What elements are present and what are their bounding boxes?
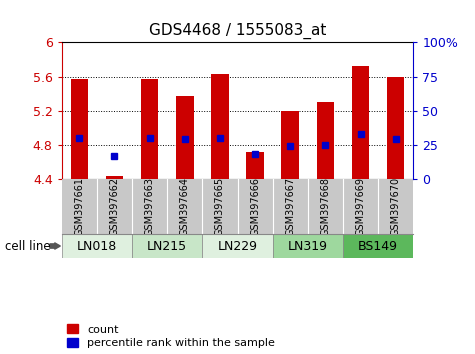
Text: GSM397666: GSM397666	[250, 177, 260, 236]
Text: cell line: cell line	[5, 240, 50, 252]
Bar	[352, 66, 369, 179]
Bar	[132, 234, 202, 258]
Bar	[176, 96, 194, 179]
Bar	[71, 79, 88, 179]
Bar	[247, 152, 264, 179]
Text: BS149: BS149	[358, 240, 398, 252]
Text: GSM397670: GSM397670	[390, 177, 401, 236]
Text: GDS4468 / 1555083_at: GDS4468 / 1555083_at	[149, 23, 326, 39]
Text: GSM397669: GSM397669	[355, 177, 366, 236]
Text: GSM397662: GSM397662	[109, 177, 120, 236]
Legend: count, percentile rank within the sample: count, percentile rank within the sample	[67, 324, 275, 348]
Text: GSM397667: GSM397667	[285, 177, 295, 236]
Bar	[316, 102, 334, 179]
Text: GSM397668: GSM397668	[320, 177, 331, 236]
Bar	[141, 79, 158, 179]
Text: LN018: LN018	[77, 240, 117, 252]
Text: LN319: LN319	[288, 240, 328, 252]
Bar	[202, 234, 273, 258]
Bar	[387, 76, 404, 179]
Bar	[281, 111, 299, 179]
Text: GSM397663: GSM397663	[144, 177, 155, 236]
Bar	[105, 176, 124, 179]
Bar	[62, 234, 132, 258]
Text: GSM397661: GSM397661	[74, 177, 85, 236]
Text: LN229: LN229	[218, 240, 257, 252]
Bar	[211, 74, 228, 179]
Text: GSM397665: GSM397665	[215, 177, 225, 236]
Bar	[343, 234, 413, 258]
Text: LN215: LN215	[147, 240, 187, 252]
Text: GSM397664: GSM397664	[180, 177, 190, 236]
Bar	[273, 234, 343, 258]
